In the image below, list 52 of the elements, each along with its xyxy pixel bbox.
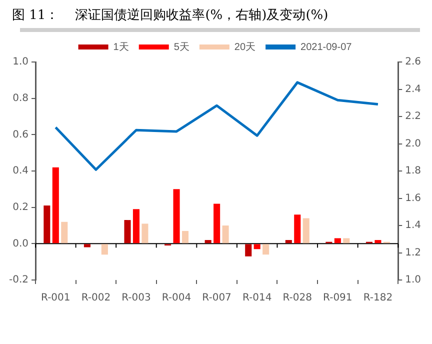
y2-tick-label: 1.8 xyxy=(405,166,422,177)
chart-title: 图 11： 深证国债逆回购收益率(%，右轴)及变动(%) xyxy=(11,7,330,25)
bar xyxy=(173,189,180,244)
bar xyxy=(245,244,252,256)
x-tick-label: R-003 xyxy=(122,292,151,304)
bar xyxy=(182,230,189,244)
y-tick-label: 0.0 xyxy=(12,238,29,250)
bar xyxy=(132,209,140,244)
legend-label: 1天 xyxy=(113,42,129,53)
bar xyxy=(262,244,270,255)
bar xyxy=(343,238,350,244)
y-tick-label: 0.6 xyxy=(12,129,29,140)
y2-tick-label: 1.6 xyxy=(405,192,422,204)
x-tick-label: R-182 xyxy=(363,292,393,304)
legend-label: 20天 xyxy=(234,42,256,53)
x-tick-label: R-004 xyxy=(162,292,192,304)
y-tick-label: 0.4 xyxy=(12,166,29,177)
bar xyxy=(61,222,68,244)
bar xyxy=(374,240,382,244)
bar xyxy=(124,220,131,244)
x-tick-label: R-007 xyxy=(202,292,232,304)
y2-tick-label: 1.0 xyxy=(405,274,422,286)
y-tick-label: 0.2 xyxy=(12,202,29,213)
bar xyxy=(294,214,301,244)
y2-tick-label: 1.4 xyxy=(405,220,422,232)
y-tick-label: -0.2 xyxy=(8,274,29,286)
x-tick-label: R-002 xyxy=(81,292,111,304)
y-tick-label: 0.8 xyxy=(12,92,29,104)
bar xyxy=(285,240,292,244)
bar xyxy=(214,204,220,244)
bar xyxy=(204,240,212,244)
bar xyxy=(334,238,341,244)
y-tick-label: 1.0 xyxy=(12,56,29,68)
y2-tick-label: 2.0 xyxy=(405,138,422,150)
y2-tick-label: 2.4 xyxy=(405,84,422,95)
bar xyxy=(84,244,90,248)
legend-label: 5天 xyxy=(174,42,190,53)
bar xyxy=(302,218,310,244)
bar xyxy=(101,244,108,255)
x-tick-label: R-091 xyxy=(323,292,352,304)
y2-tick-label: 2.6 xyxy=(405,56,422,68)
x-tick-label: R-001 xyxy=(41,292,70,304)
y2-tick-label: 1.2 xyxy=(405,247,422,258)
bar xyxy=(44,206,50,244)
bar xyxy=(52,167,59,244)
x-tick-label: R-014 xyxy=(242,292,272,304)
bar xyxy=(222,226,229,244)
legend-label: 2021-09-07 xyxy=(300,42,352,53)
x-tick-label: R-028 xyxy=(282,292,312,304)
bar xyxy=(254,244,260,250)
y2-tick-label: 2.2 xyxy=(405,111,422,122)
bar xyxy=(142,224,148,244)
